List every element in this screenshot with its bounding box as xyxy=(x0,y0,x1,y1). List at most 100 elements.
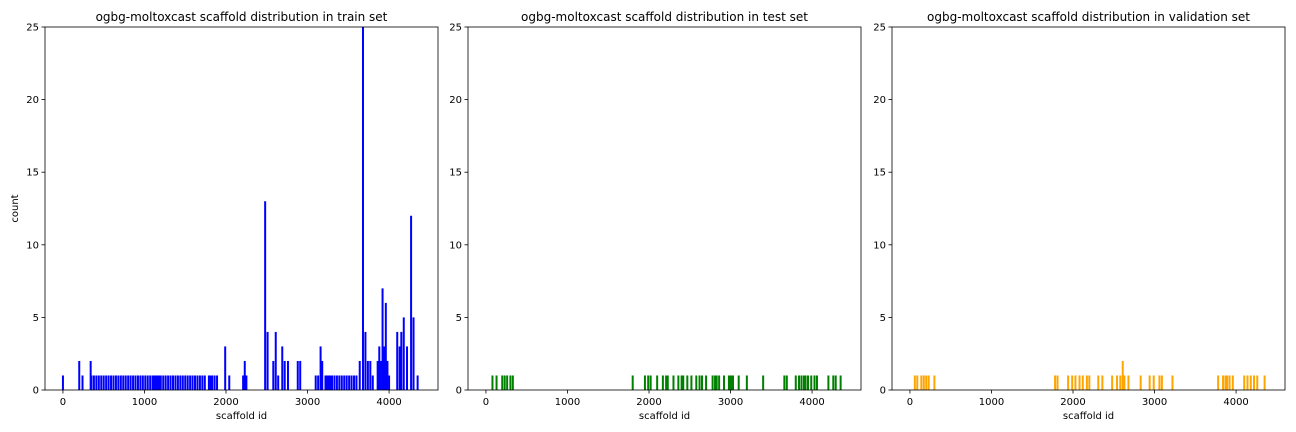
validation-bar xyxy=(1127,375,1130,390)
validation-bar xyxy=(933,375,936,390)
train-bar xyxy=(156,375,159,390)
validation-x-tick-label: 2000 xyxy=(1060,397,1085,408)
test-bar xyxy=(815,375,818,390)
train-bar xyxy=(383,346,386,390)
train-bar xyxy=(348,375,351,390)
test-x-tick-label: 3000 xyxy=(718,397,743,408)
validation-bar xyxy=(1121,360,1124,390)
train-bar xyxy=(107,375,110,390)
test-bar xyxy=(661,375,664,390)
test-chart-title: ogbg-moltoxcast scaffold distribution in… xyxy=(521,10,808,24)
train-bar xyxy=(274,331,277,390)
test-bar xyxy=(737,375,740,390)
test-panel: 0 1000 2000 3000 4000 0 5 10 15 20 25 ogbg-moltoxca… xyxy=(449,10,862,422)
train-bar xyxy=(353,375,356,390)
test-bar xyxy=(509,375,512,390)
validation-y-tick-label: 0 xyxy=(880,386,886,397)
test-bar xyxy=(810,375,813,390)
train-bar xyxy=(97,375,100,390)
validation-bar xyxy=(1217,375,1220,390)
train-y-tick-label: 5 xyxy=(33,313,39,324)
test-x-tick-label: 1000 xyxy=(555,397,580,408)
test-y-tick-label: 10 xyxy=(449,240,462,251)
train-bar xyxy=(396,331,399,390)
train-bar xyxy=(331,375,333,390)
train-bar xyxy=(105,375,108,390)
test-bar xyxy=(762,375,765,390)
test-bar xyxy=(785,375,788,390)
validation-bar xyxy=(1253,375,1256,390)
train-bar xyxy=(242,375,245,390)
train-bar xyxy=(149,375,152,390)
train-bar xyxy=(299,360,302,390)
train-bar xyxy=(216,375,219,390)
validation-bar xyxy=(1071,375,1074,390)
validation-bar xyxy=(925,375,928,390)
test-bar xyxy=(800,375,803,390)
validation-bar xyxy=(1119,375,1122,390)
test-bar xyxy=(745,375,748,390)
train-bar xyxy=(412,317,415,390)
train-bar xyxy=(286,360,289,390)
train-bar xyxy=(129,375,132,390)
validation-x-tick-label: 4000 xyxy=(1223,397,1248,408)
train-bar xyxy=(102,375,105,390)
validation-bar xyxy=(927,375,930,390)
train-bar xyxy=(378,346,381,390)
train-bar xyxy=(366,360,369,390)
test-x-axis-label: scaffold id xyxy=(639,411,690,422)
train-bar xyxy=(410,215,413,390)
train-bar xyxy=(209,375,212,390)
validation-bar xyxy=(1228,375,1231,390)
train-y-tick-label: 10 xyxy=(26,240,39,251)
train-bar xyxy=(326,375,329,390)
train-axes-frame xyxy=(44,26,439,391)
train-bar xyxy=(324,375,327,390)
train-y-tick-label: 15 xyxy=(26,168,39,179)
validation-bar xyxy=(1148,375,1151,390)
test-y-tick-label: 25 xyxy=(449,23,462,34)
train-bar xyxy=(198,375,201,390)
validation-bar xyxy=(1231,375,1234,390)
train-bar xyxy=(283,360,286,390)
train-bar xyxy=(201,375,204,390)
test-bar xyxy=(715,375,718,390)
test-x-tick-label: 2000 xyxy=(636,397,661,408)
train-bar xyxy=(402,317,405,390)
train-bar xyxy=(119,375,122,390)
validation-bar xyxy=(1074,375,1077,390)
train-bar xyxy=(122,375,125,390)
train-bar xyxy=(100,375,103,390)
validation-bar xyxy=(1111,375,1114,390)
train-chart-title: ogbg-moltoxcast scaffold distribution in… xyxy=(96,10,388,24)
validation-x-tick-label: 1000 xyxy=(979,397,1004,408)
test-bar xyxy=(682,375,685,390)
train-bar xyxy=(379,360,382,390)
train-bar xyxy=(224,346,227,390)
validation-chart-title: ogbg-moltoxcast scaffold distribution in… xyxy=(927,10,1250,24)
train-bar xyxy=(134,375,137,390)
train-bar xyxy=(228,375,231,390)
train-bar xyxy=(92,375,95,390)
test-y-tick-label: 0 xyxy=(456,386,462,397)
validation-x-axis-label: scaffold id xyxy=(1063,411,1114,422)
validation-bar xyxy=(1249,375,1252,390)
test-bar xyxy=(813,375,816,390)
train-bar xyxy=(416,375,419,390)
test-bar xyxy=(727,375,730,390)
train-bar xyxy=(264,201,267,390)
validation-bar xyxy=(922,375,925,390)
train-x-tick-label: 4000 xyxy=(376,397,401,408)
train-bar xyxy=(281,346,284,390)
test-bar xyxy=(827,375,830,390)
validation-bar xyxy=(1222,375,1225,390)
train-bar xyxy=(139,375,142,390)
test-bar xyxy=(730,375,733,390)
train-bar xyxy=(321,360,324,390)
train-bar xyxy=(384,302,387,390)
test-bar xyxy=(511,375,514,390)
test-bar xyxy=(666,375,669,390)
validation-bar xyxy=(1171,375,1174,390)
train-bar xyxy=(317,375,320,390)
train-bar xyxy=(338,375,341,390)
